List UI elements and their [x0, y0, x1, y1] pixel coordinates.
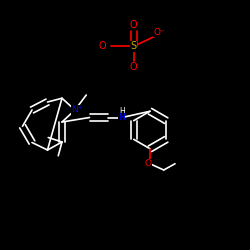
Text: O: O	[130, 62, 138, 72]
Text: N⁺: N⁺	[71, 106, 83, 114]
Text: S: S	[131, 41, 137, 51]
Text: N: N	[118, 113, 125, 122]
Text: O⁻: O⁻	[154, 28, 166, 37]
Text: O: O	[130, 20, 138, 30]
Text: H: H	[119, 107, 125, 116]
Text: O: O	[99, 41, 106, 51]
Text: O: O	[144, 159, 152, 168]
